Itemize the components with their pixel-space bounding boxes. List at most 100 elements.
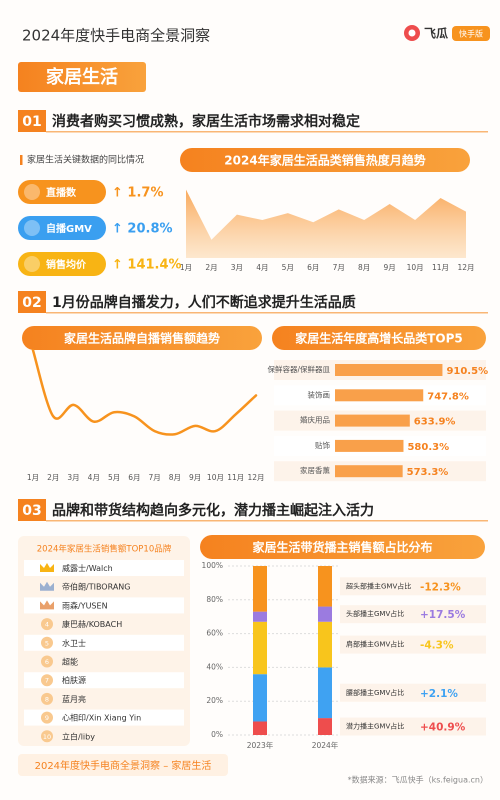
bar [335,465,403,478]
logo-text: 飞瓜 [424,27,448,41]
table-row [24,728,184,745]
bar-segment [253,611,267,622]
source: *数据来源：飞瓜快手（ks.feigua.cn） [348,775,488,785]
section-underline [46,131,488,133]
legend-bg [340,717,486,736]
value-label: 633.9% [414,417,456,428]
bar-segment [253,721,267,735]
y-tick-label: 0% [211,730,223,739]
x-tick-label: 7月 [148,473,160,482]
rank-circle [41,711,53,724]
x-tick-label: 4月 [88,473,100,482]
x-tick-label: 2月 [47,473,59,482]
x-tick-label: 1月 [27,473,39,482]
legend-change: +2.1% [420,688,458,700]
x-tick-label: 8月 [169,473,181,482]
metric-icon [24,256,40,272]
section-title: 1月份品牌自播发力，人们不断追求提升生活品质 [52,294,356,311]
rank-number: 8 [45,695,49,703]
table-row [24,672,184,689]
metric-pill [18,216,106,240]
chart-title-bar [22,326,262,350]
table-row [24,709,184,726]
logo-badge [452,26,490,41]
brand-name: 威露士/Walch [62,563,113,573]
y-tick-label: 60% [206,629,223,638]
footer-box [18,754,228,776]
legend-bg [340,635,486,654]
value-label: 747.8% [427,391,469,402]
metric-value: ↑ 1.7% [112,186,163,201]
table-title: 2024年家居生活销售额TOP10品牌 [37,544,172,555]
legend-change: +40.9% [420,722,466,734]
bar [335,439,404,452]
x-tick-label: 7月 [333,263,345,272]
x-tick-label: 4月 [256,263,268,272]
x-tick-label: 2024年 [312,740,339,750]
legend-label: 肩部播主GMV占比 [346,640,404,649]
section-title: 品牌和带货结构趋向多元化，潜力播主崛起注入活力 [52,502,374,519]
chart-title: 家居生活带货播主销售额占比分布 [252,540,432,555]
brand-name: 超能 [62,657,78,667]
metric-label: 销售均价 [46,258,87,271]
logo-icon-inner [408,29,416,37]
chart-title-bar [180,148,470,172]
area [186,189,466,258]
legend-label: 腰部播主GMV占比 [346,688,404,697]
x-tick-label: 5月 [108,473,120,482]
section-num: 01 [22,114,41,130]
y-tick-label: 20% [206,696,223,705]
logo-badge-text: 快手版 [459,29,483,39]
bar-segment [318,667,332,719]
table-row [24,690,184,707]
y-tick-label: 40% [206,662,223,671]
metric-icon [24,184,40,200]
category-label: 家居香薰 [300,465,330,475]
legend-bg [340,605,486,624]
section-num: 03 [22,503,41,519]
metric-value: ↑ 141.4% [112,258,182,273]
category-label: 装饰画 [308,389,331,399]
x-tick-label: 5月 [282,263,294,272]
chart-title: 2024年家居生活品类销售热度月趋势 [224,153,425,168]
rank-number: 9 [45,714,49,722]
legend-label: 超头部播主GMV占比 [346,581,411,590]
bar-segment [318,606,332,622]
table-row [24,616,184,633]
table-row [24,634,184,651]
metric-pill [18,252,106,276]
table-row [24,653,184,670]
chart-title-bar [272,326,486,350]
x-tick-label: 8月 [358,263,370,272]
section-num-box [18,499,46,521]
legend-change: +17.5% [420,609,466,621]
metric-label: 直播数 [46,186,77,199]
section-underline [46,520,488,522]
rank-circle [41,674,53,687]
metric-value: ↑ 20.8% [112,222,173,237]
rank-circle [41,730,53,743]
brand-name: 水卫士 [62,638,86,648]
x-tick-label: 11月 [432,263,449,272]
category-label: 婚庆用品 [300,415,330,425]
bar-segment [318,566,332,607]
legend-change: -12.3% [420,581,461,593]
rank-number: 6 [45,658,49,666]
brand-name: 柏肤源 [62,675,86,685]
chart-title: 家居生活品牌自播销售额趋势 [64,331,220,346]
rank-circle [41,655,53,668]
legend-label: 头部播主GMV占比 [346,609,404,618]
x-tick-label: 9月 [189,473,201,482]
x-tick-label: 9月 [383,263,395,272]
section-num: 02 [22,295,41,311]
bar-segment [253,566,267,612]
brand-name: 心相印/Xin Xiang Yin [62,713,141,723]
crown-icon [40,563,54,572]
x-tick-label: 10月 [407,263,424,272]
bar-segment [318,718,332,735]
rank-number: 4 [45,621,49,629]
x-tick-label: 6月 [307,263,319,272]
value-label: 580.3% [407,442,449,453]
chart-title: 家居生活年度高增长品类TOP5 [295,331,463,346]
